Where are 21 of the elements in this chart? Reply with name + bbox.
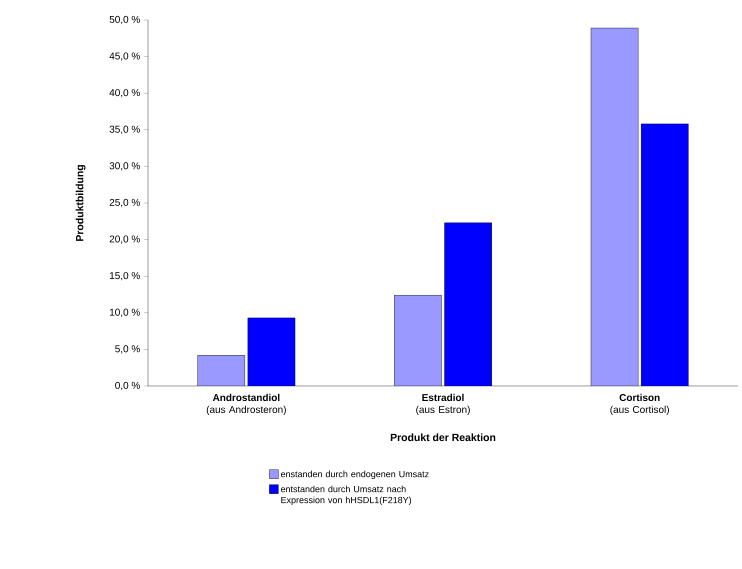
legend-label: entstanden durch Umsatz nach Expression von hHSDL1(F218Y): [280, 486, 412, 505]
y-tick-label: 0,0 %: [115, 382, 140, 390]
x-axis-title: Produkt der Reaktion: [390, 433, 496, 442]
x-tick-label: Androstandiol (aus Androsteron): [206, 394, 286, 415]
y-tick-label: 50,0 %: [110, 16, 140, 24]
y-tick-label: 5,0 %: [115, 345, 140, 354]
bar: [198, 355, 245, 386]
x-tick-label: Cortison (aus Cortisol): [610, 394, 669, 415]
x-tick-label: Estradiol (aus Estron): [416, 394, 470, 415]
legend-label: enstanden durch endogenen Umsatz: [280, 470, 429, 480]
y-tick-label: 15,0 %: [110, 272, 140, 280]
y-tick-label: 20,0 %: [110, 235, 140, 244]
y-tick-label: 40,0 %: [109, 89, 140, 98]
y-tick-label: 45,0 %: [109, 52, 140, 61]
bar: [394, 295, 442, 386]
bar: [590, 28, 638, 386]
y-axis-title: Produktbildung: [76, 165, 86, 241]
y-tick-label: 25,0 %: [110, 198, 140, 208]
y-tick-label: 30,0 %: [110, 162, 140, 171]
y-tick-label: 10,0 %: [110, 308, 140, 317]
y-tick-label: 35,0 %: [110, 126, 140, 134]
